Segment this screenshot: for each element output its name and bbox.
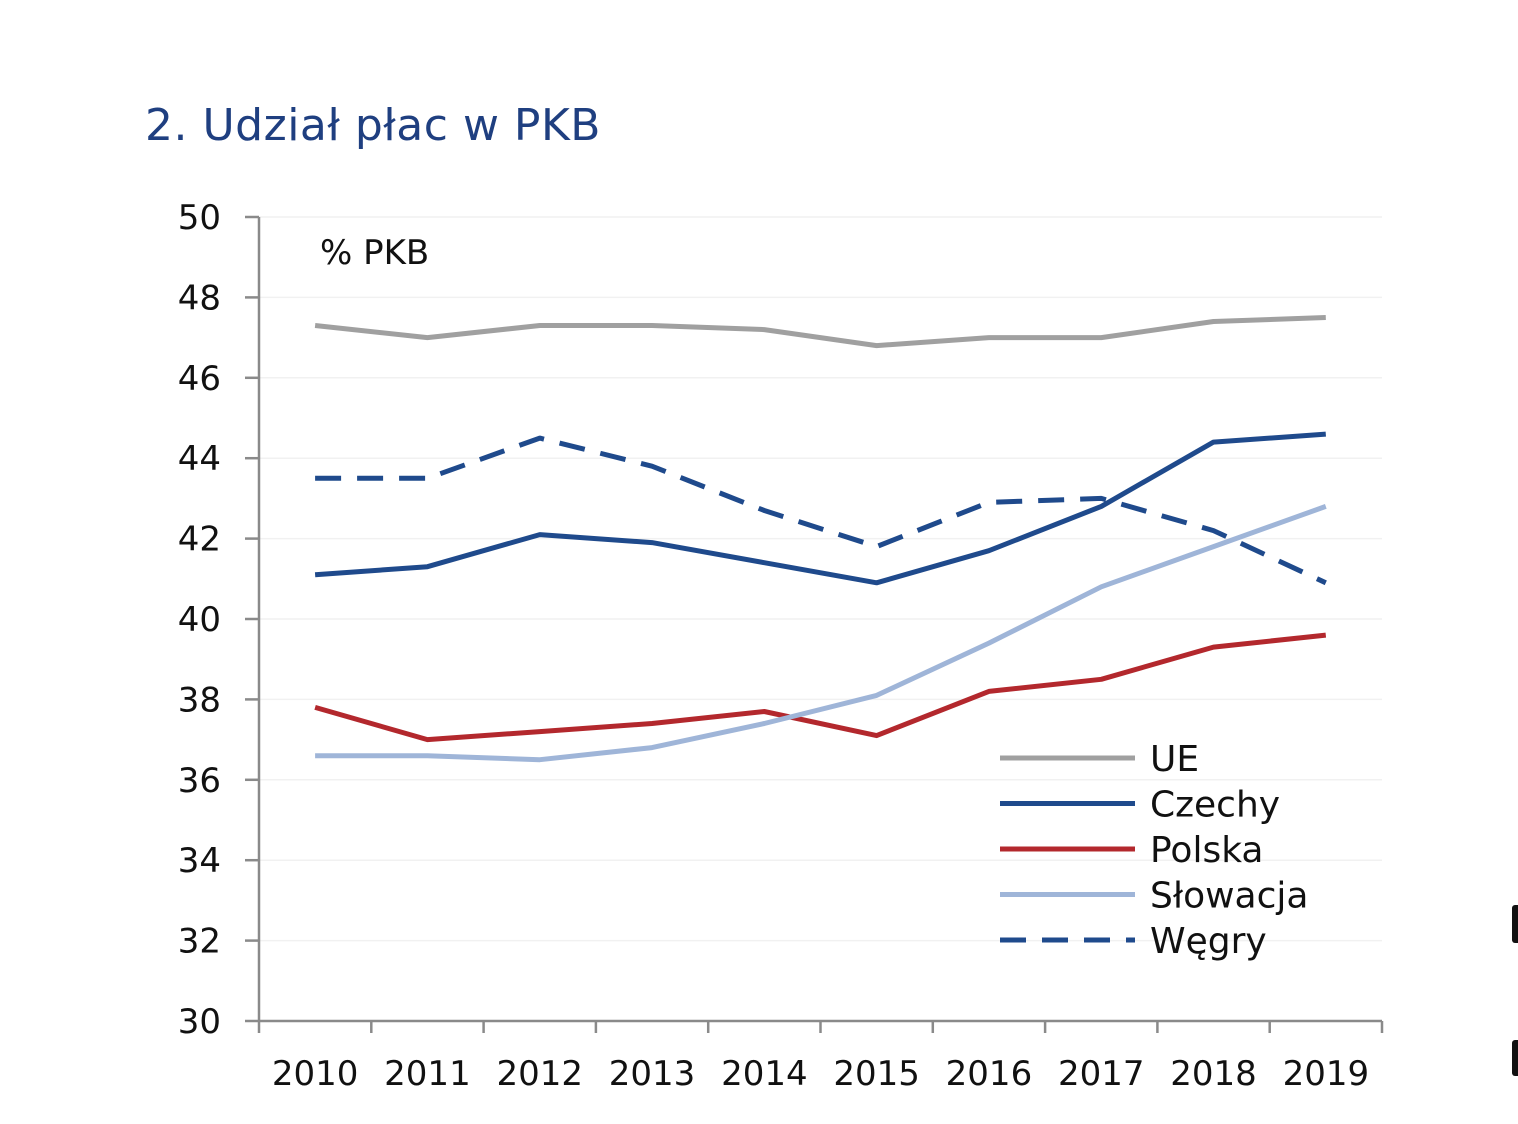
chart-title: 2. Udział płac w PKB (145, 100, 601, 151)
series-line-czechy (314, 431, 1326, 586)
series-line-słowacja (315, 504, 1327, 763)
y-tick-label: 42 (178, 520, 221, 560)
series-line-ue (314, 315, 1326, 349)
legend-label: Czechy (1150, 785, 1280, 826)
x-tick-label: 2010 (272, 1054, 359, 1094)
legend-label: Węgry (1150, 921, 1267, 962)
y-tick-label: 46 (178, 359, 221, 399)
x-tick-label: 2016 (946, 1054, 1033, 1094)
edge-mark (1512, 905, 1518, 943)
series-line-polska (314, 632, 1327, 743)
axes: 30 32 34 36 38 40 42 44 46 48 50 2010 2011 2012 2013 20… (178, 198, 1384, 1094)
unit-label: % PKB (320, 233, 429, 273)
edge-mark (1512, 1040, 1518, 1076)
x-tick-label: 2014 (721, 1054, 808, 1094)
x-tick-label: 2015 (833, 1054, 920, 1094)
y-tick-label: 34 (178, 841, 221, 881)
x-tick-label: 2011 (384, 1054, 471, 1094)
x-tick-label: 2019 (1283, 1054, 1370, 1094)
legend-label: Polska (1150, 830, 1263, 871)
legend-label: Słowacja (1150, 876, 1308, 917)
legend-label: UE (1150, 739, 1199, 780)
series-lines (314, 315, 1327, 763)
x-tick-label: 2018 (1170, 1054, 1257, 1094)
y-tick-label: 40 (178, 600, 221, 640)
grid-lines (259, 216, 1382, 942)
x-tick-label: 2012 (496, 1054, 583, 1094)
x-tick-label: 2017 (1058, 1054, 1145, 1094)
y-tick-label: 50 (178, 198, 221, 238)
y-tick-label: 48 (178, 278, 221, 318)
y-tick-label: 30 (178, 1002, 221, 1042)
y-tick-label: 38 (178, 680, 221, 720)
y-tick-label: 36 (178, 761, 221, 801)
y-tick-label: 32 (178, 922, 221, 962)
series-line-węgry (315, 435, 1327, 586)
y-tick-label: 44 (178, 439, 221, 479)
x-tick-label: 2013 (609, 1054, 696, 1094)
